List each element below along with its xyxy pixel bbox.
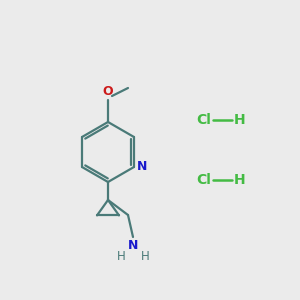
Text: O: O	[103, 85, 113, 98]
Text: H: H	[234, 173, 246, 187]
Text: H: H	[141, 250, 149, 263]
Text: H: H	[117, 250, 125, 263]
Text: N: N	[137, 160, 147, 173]
Text: N: N	[128, 239, 138, 252]
Text: Cl: Cl	[196, 113, 211, 127]
Text: H: H	[234, 113, 246, 127]
Text: Cl: Cl	[196, 173, 211, 187]
